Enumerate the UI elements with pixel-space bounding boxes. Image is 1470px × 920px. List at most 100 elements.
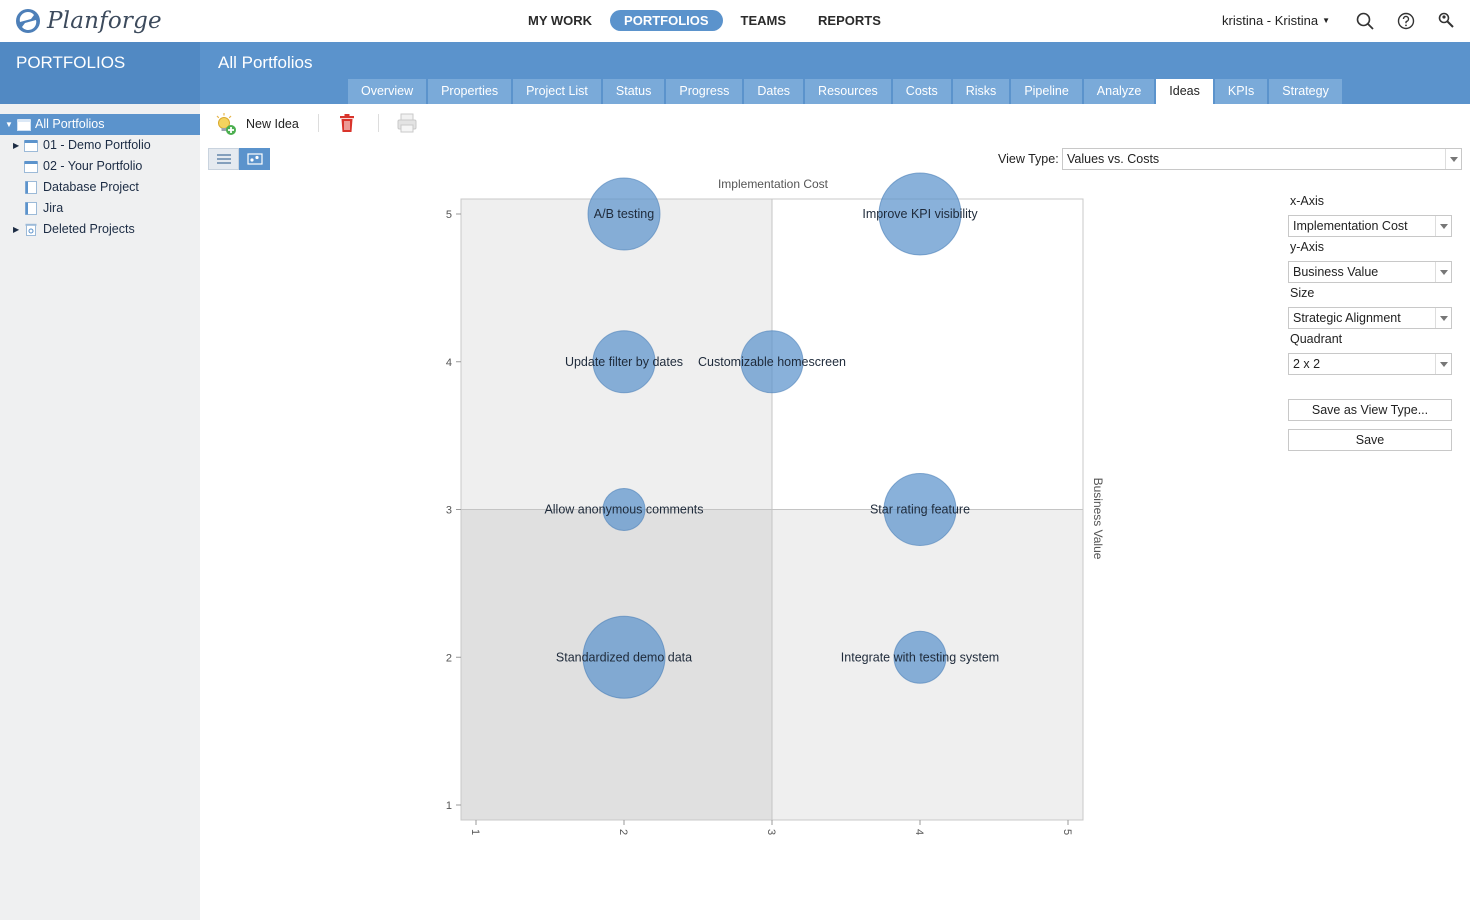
nav-portfolios[interactable]: PORTFOLIOS [610,10,723,31]
idea-bubble[interactable] [893,630,947,684]
chart-icon [246,153,263,165]
y-tick-label: 2 [446,652,452,664]
dropdown-arrow-icon [1435,262,1451,282]
x-tick-label: 5 [1061,829,1073,835]
idea-bubble[interactable] [587,177,661,251]
y-tick-label: 3 [446,505,452,517]
print-icon[interactable] [396,112,418,134]
collapsed-arrow-icon[interactable]: ▶ [13,225,20,234]
tree-item-your-portfolio[interactable]: 02 - Your Portfolio [0,156,200,177]
y-axis-select[interactable]: Business Value [1288,261,1452,283]
tab-status[interactable]: Status [602,79,665,104]
portfolio-icon [24,161,38,173]
project-icon [25,181,37,194]
tab-project-list[interactable]: Project List [513,79,601,104]
idea-bubble[interactable] [602,488,646,531]
app-name: Planforge [47,8,162,34]
list-view-button[interactable] [208,148,239,170]
x-axis-select[interactable]: Implementation Cost [1288,215,1452,237]
tree-item-database-project[interactable]: Database Project [0,177,200,198]
list-icon [216,154,231,164]
idea-label: Update filter by dates [565,355,683,369]
idea-bubble[interactable] [582,615,666,699]
dropdown-arrow-icon [1435,308,1451,328]
save-button[interactable]: Save [1288,429,1452,451]
x-axis-label: x-Axis [1290,194,1325,208]
save-as-view-type-button[interactable]: Save as View Type... [1288,399,1452,421]
tab-costs[interactable]: Costs [892,79,951,104]
y-axis-label: y-Axis [1290,240,1325,254]
nav-reports[interactable]: REPORTS [818,13,881,28]
portfolio-icon [24,140,38,152]
sidebar: ▼ All Portfolios ▶ 01 - Demo Portfolio 0… [0,104,200,920]
view-toggle [208,148,270,170]
view-type-select[interactable]: Values vs. Costs [1062,148,1462,170]
caret-down-icon: ▼ [1322,16,1330,25]
page-title: All Portfolios [218,53,313,72]
dropdown-arrow-icon [1435,216,1451,236]
nav-teams[interactable]: TEAMS [740,13,787,28]
idea-bubble[interactable] [883,473,957,546]
tree-item-deleted-projects[interactable]: ▶ Deleted Projects [0,219,200,240]
lightbulb-add-icon [216,113,236,135]
quadrant-select[interactable]: 2 x 2 [1288,353,1452,375]
logo[interactable]: Planforge [14,6,162,36]
tab-risks[interactable]: Risks [952,79,1010,104]
user-search-icon[interactable] [1437,11,1457,31]
idea-label: Customizable homescreen [698,355,846,369]
sidebar-title: PORTFOLIOS [16,53,126,72]
x-tick-label: 2 [617,829,629,835]
collapsed-arrow-icon[interactable]: ▶ [13,141,20,150]
nav-my-work[interactable]: MY WORK [528,13,593,28]
user-name: kristina - Kristina [1222,13,1319,28]
idea-label: Allow anonymous comments [544,503,703,517]
tab-overview[interactable]: Overview [348,79,427,104]
idea-label: Standardized demo data [556,650,692,664]
tab-ideas[interactable]: Ideas [1156,79,1213,104]
toolbar: New Idea [200,104,1470,142]
y-tick-label: 5 [446,209,452,221]
search-icon[interactable] [1355,11,1375,31]
planforge-logo-icon [16,9,40,33]
y-tick-label: 1 [446,800,452,812]
portfolio-folder-icon [17,119,31,131]
size-label: Size [1290,286,1315,300]
idea-bubble[interactable] [740,330,804,394]
idea-label: Improve KPI visibility [862,207,978,221]
tree-item-all-portfolios[interactable]: ▼ All Portfolios [0,114,200,135]
y-axis-title: Business Value [1091,478,1105,560]
delete-icon[interactable] [338,113,356,133]
idea-bubble[interactable] [592,330,656,394]
y-tick-label: 4 [446,357,452,369]
user-menu[interactable]: kristina - Kristina ▼ [1222,13,1330,28]
x-tick-label: 3 [765,829,777,835]
tab-resources[interactable]: Resources [805,79,891,104]
tab-dates[interactable]: Dates [744,79,804,104]
tab-bar: Overview Properties Project List Status … [348,79,1342,104]
help-icon[interactable] [1396,11,1416,31]
portfolio-tree: ▼ All Portfolios ▶ 01 - Demo Portfolio 0… [0,114,200,240]
tab-progress[interactable]: Progress [666,79,743,104]
tab-properties[interactable]: Properties [428,79,512,104]
x-tick-label: 1 [469,829,481,835]
tree-item-jira[interactable]: Jira [0,198,200,219]
tab-pipeline[interactable]: Pipeline [1011,79,1082,104]
dropdown-arrow-icon [1435,354,1451,374]
idea-label: Integrate with testing system [841,650,999,664]
view-type-label: View Type: [998,152,1059,166]
size-select[interactable]: Strategic Alignment [1288,307,1452,329]
tab-kpis[interactable]: KPIs [1214,79,1268,104]
chart-view-button[interactable] [239,148,270,170]
new-idea-button[interactable]: New Idea [214,112,299,136]
sidebar-header: PORTFOLIOS [0,42,200,104]
tree-item-demo-portfolio[interactable]: ▶ 01 - Demo Portfolio [0,135,200,156]
tab-strategy[interactable]: Strategy [1269,79,1342,104]
tab-analyze[interactable]: Analyze [1083,79,1155,104]
idea-bubble[interactable] [878,172,962,256]
new-idea-label: New Idea [246,117,299,131]
x-axis-title: Implementation Cost [718,177,829,191]
toolbar-divider [318,114,319,132]
dropdown-arrow-icon [1445,149,1461,169]
expanded-arrow-icon[interactable]: ▼ [5,120,13,129]
